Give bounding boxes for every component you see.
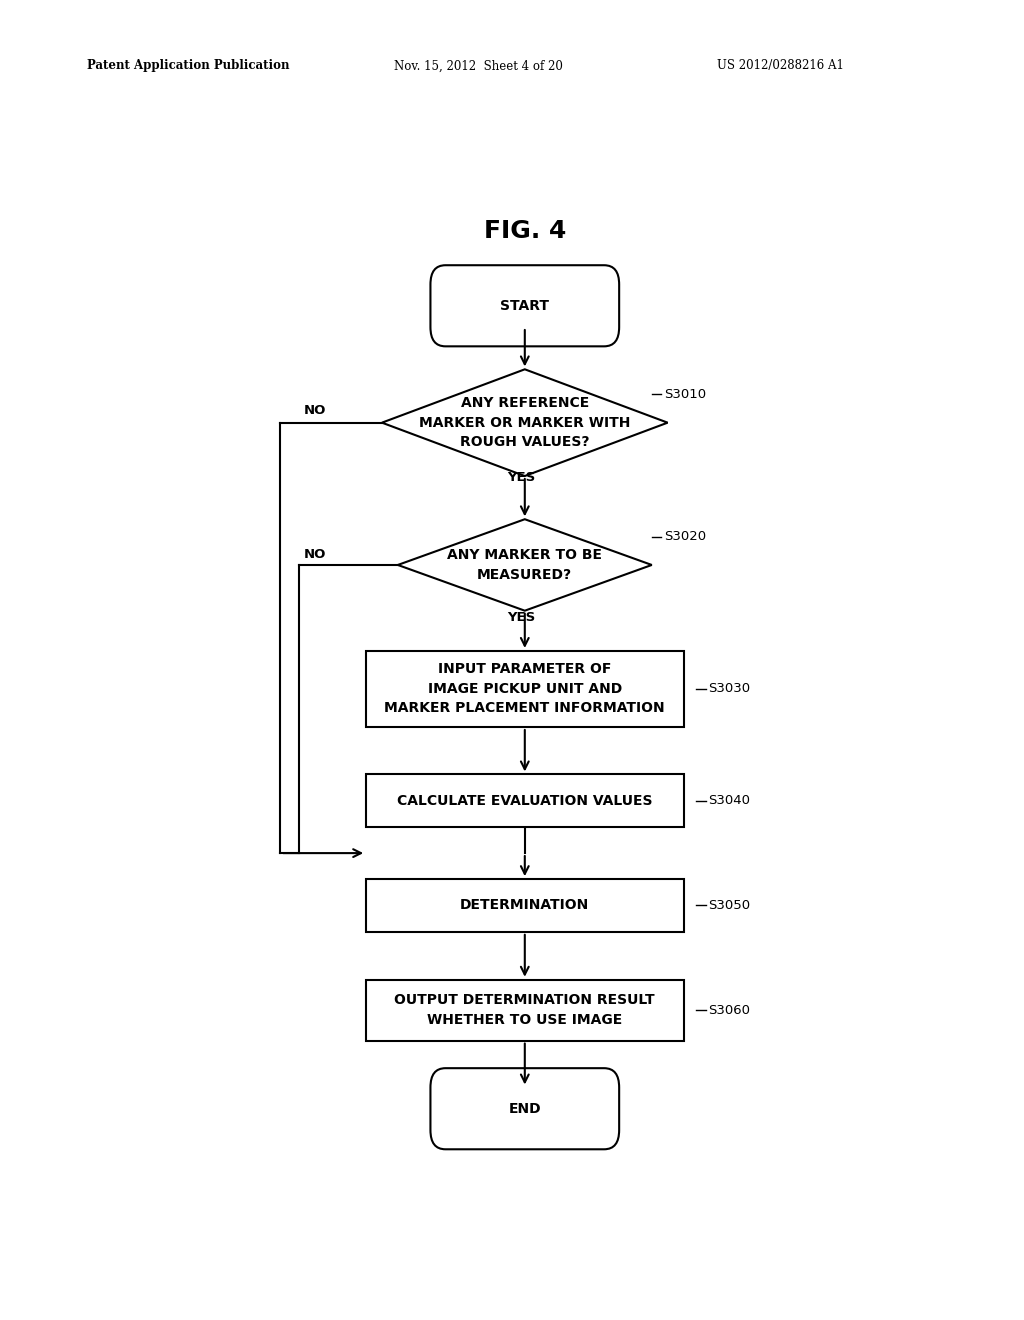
Text: START: START [501,298,549,313]
Text: Patent Application Publication: Patent Application Publication [87,59,290,73]
Text: FIG. 4: FIG. 4 [483,219,566,243]
FancyBboxPatch shape [430,265,620,346]
Text: END: END [509,1102,541,1115]
Text: NO: NO [304,548,327,561]
Text: ANY REFERENCE
MARKER OR MARKER WITH
ROUGH VALUES?: ANY REFERENCE MARKER OR MARKER WITH ROUG… [419,396,631,449]
Text: US 2012/0288216 A1: US 2012/0288216 A1 [717,59,844,73]
Text: CALCULATE EVALUATION VALUES: CALCULATE EVALUATION VALUES [397,793,652,808]
Text: S3010: S3010 [664,388,706,401]
Text: S3030: S3030 [709,682,751,696]
Text: YES: YES [507,471,536,484]
Bar [367,651,684,727]
Text: YES: YES [507,611,536,624]
Text: OUTPUT DETERMINATION RESULT
WHETHER TO USE IMAGE: OUTPUT DETERMINATION RESULT WHETHER TO U… [394,994,655,1027]
Text: NO: NO [304,404,327,417]
FancyBboxPatch shape [430,1068,620,1150]
Text: S3020: S3020 [664,531,706,543]
Text: Nov. 15, 2012  Sheet 4 of 20: Nov. 15, 2012 Sheet 4 of 20 [394,59,563,73]
Text: INPUT PARAMETER OF
IMAGE PICKUP UNIT AND
MARKER PLACEMENT INFORMATION: INPUT PARAMETER OF IMAGE PICKUP UNIT AND… [384,663,666,715]
Polygon shape [397,519,652,611]
Bar [367,879,684,932]
Bar [367,775,684,828]
Text: ANY MARKER TO BE
MEASURED?: ANY MARKER TO BE MEASURED? [447,548,602,582]
Text: DETERMINATION: DETERMINATION [460,899,590,912]
Text: S3050: S3050 [709,899,751,912]
Text: S3060: S3060 [709,1003,751,1016]
Polygon shape [382,370,668,477]
Bar [367,979,684,1040]
Text: S3040: S3040 [709,795,751,808]
